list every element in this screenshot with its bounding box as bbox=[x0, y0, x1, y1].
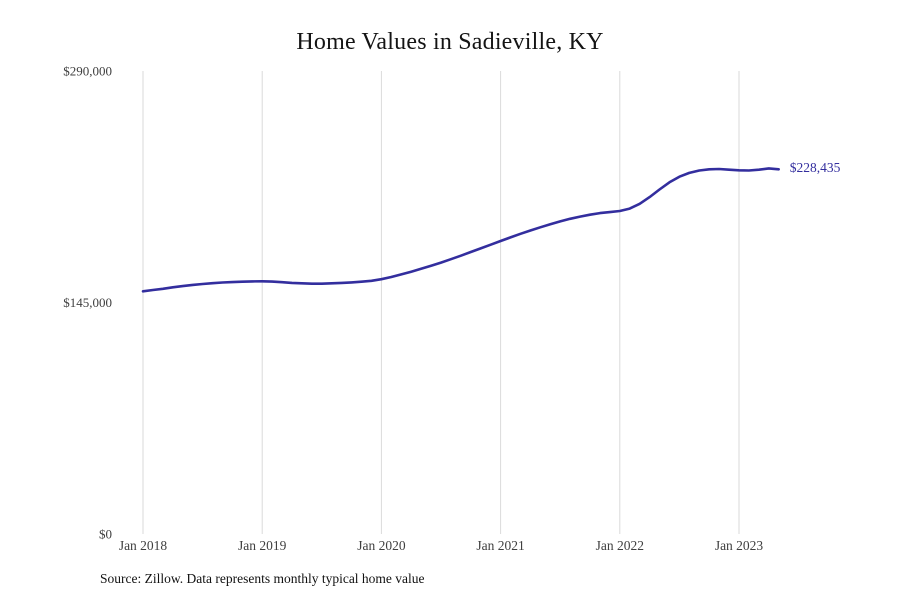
chart-title: Home Values in Sadieville, KY bbox=[296, 29, 604, 55]
x-tick-label: Jan 2022 bbox=[596, 538, 644, 553]
source-note: Source: Zillow. Data represents monthly … bbox=[100, 571, 425, 586]
value-line bbox=[141, 167, 780, 293]
x-tick-label: Jan 2018 bbox=[119, 538, 168, 553]
y-tick-label: $0 bbox=[99, 527, 112, 542]
y-tick-label: $290,000 bbox=[63, 64, 112, 79]
latest-value-label: $228,435 bbox=[789, 160, 841, 176]
x-tick-label: Jan 2021 bbox=[476, 538, 524, 553]
y-tick-label: $145,000 bbox=[63, 295, 112, 310]
x-tick-label: Jan 2023 bbox=[715, 538, 764, 553]
x-tick-label: Jan 2019 bbox=[238, 538, 287, 553]
x-tick-label: Jan 2020 bbox=[357, 538, 406, 553]
